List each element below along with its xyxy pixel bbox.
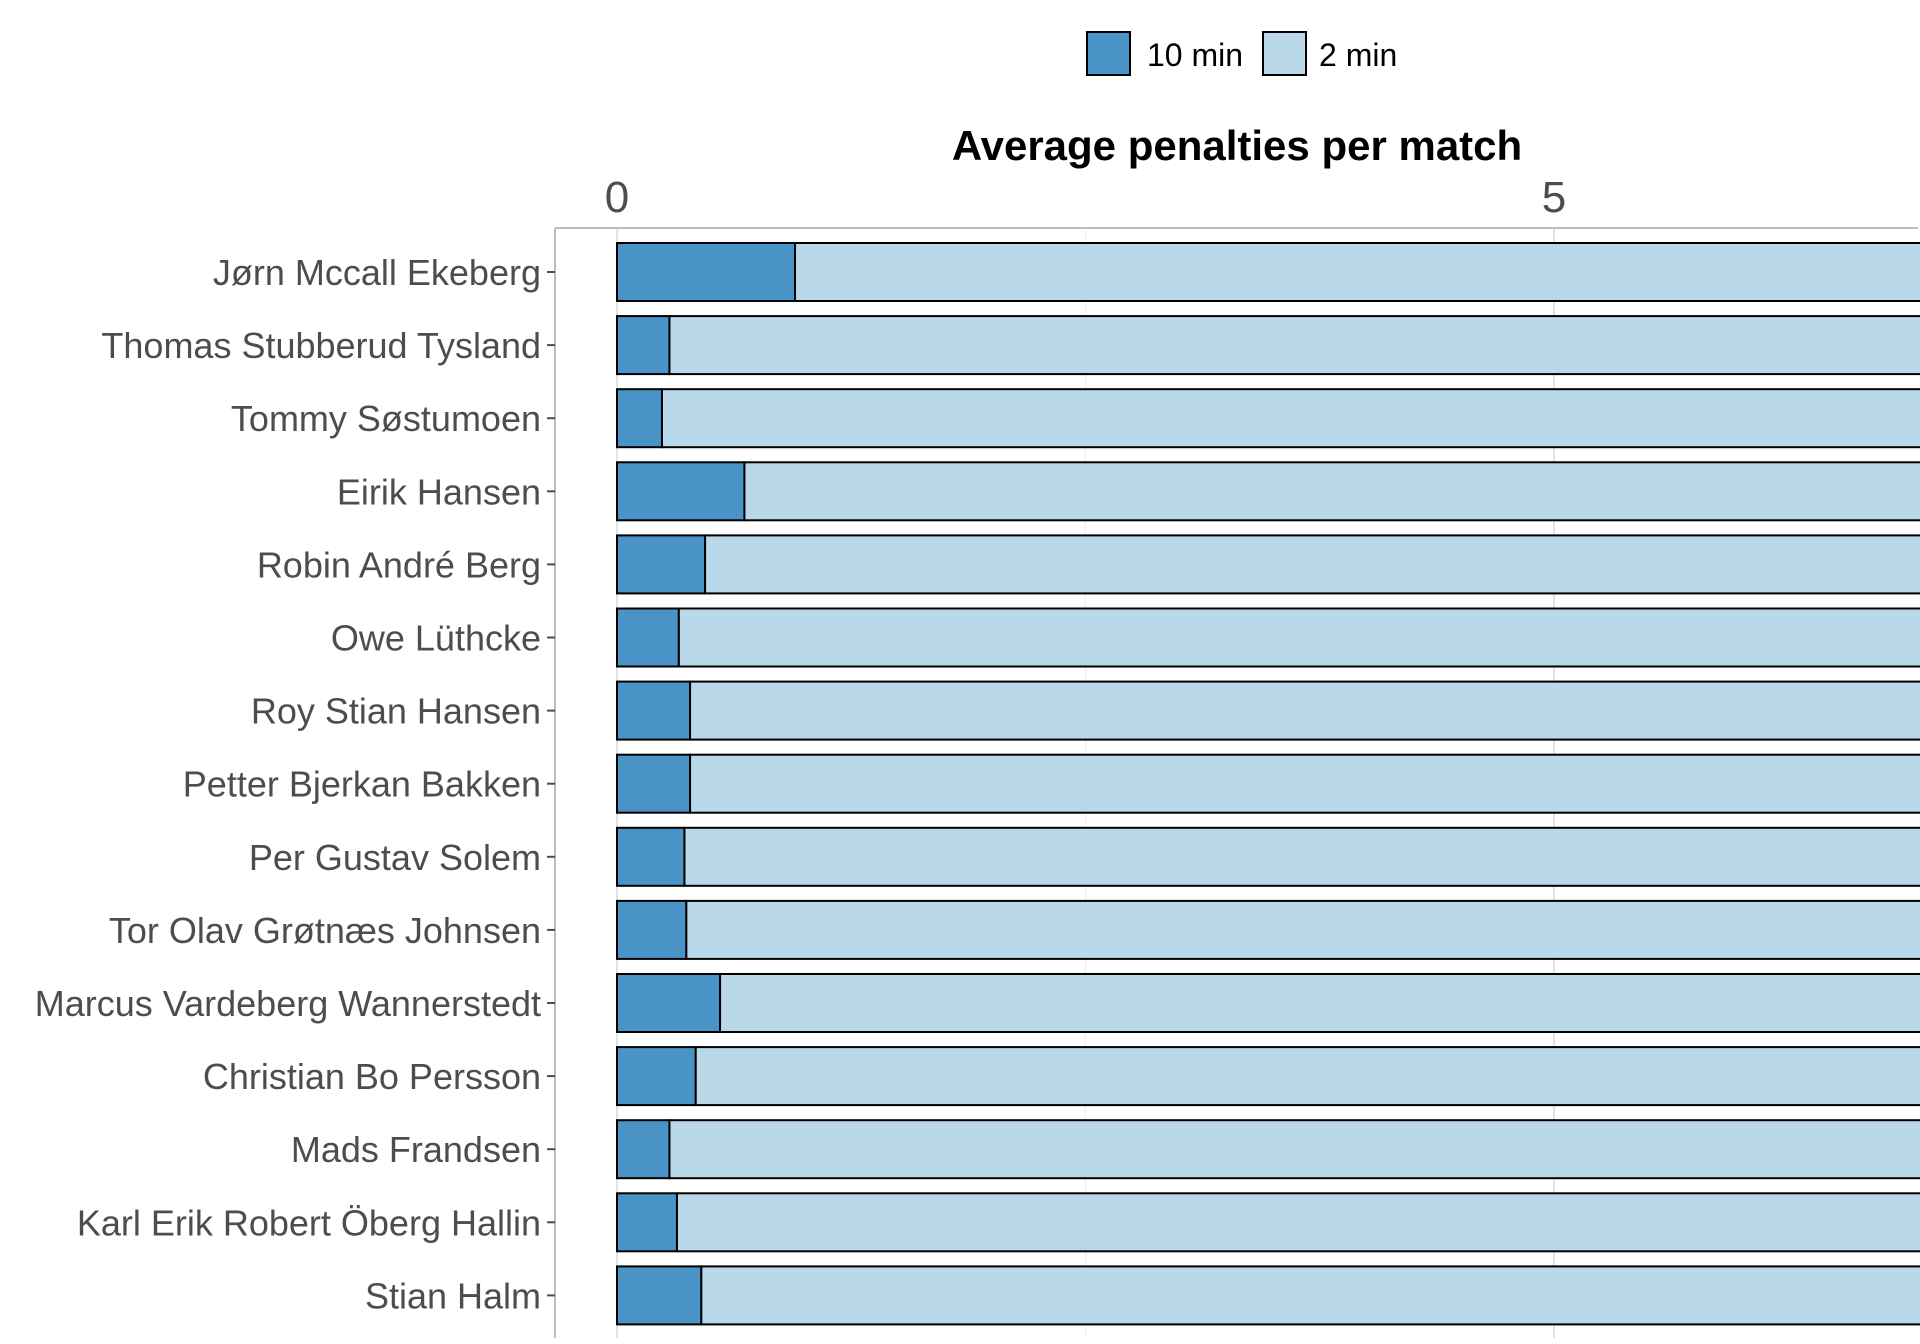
y-tick-label: Christian Bo Persson xyxy=(203,1056,541,1097)
bar-2-min xyxy=(685,899,1920,960)
y-tick-label: Jørn Mccall Ekeberg xyxy=(213,252,541,293)
bar-10-min xyxy=(616,315,671,376)
bar-10-min xyxy=(616,973,722,1033)
bar-2-min xyxy=(794,242,1920,302)
bar-2-min xyxy=(694,1046,1920,1107)
y-tick-label: Thomas Stubberud Tysland xyxy=(101,325,541,366)
y-tick-label: Karl Erik Robert Öberg Hallin xyxy=(77,1202,541,1243)
bar-10-min xyxy=(616,1119,671,1180)
x-tick-label: 0 xyxy=(605,173,629,222)
bar-10-min xyxy=(616,826,686,887)
bar-10-min xyxy=(616,461,746,522)
bar-10-min xyxy=(616,899,688,960)
bar-2-min xyxy=(668,315,1920,376)
bar-10-min xyxy=(616,534,707,595)
bar-10-min xyxy=(616,1265,703,1326)
y-tick-label: Per Gustav Solem xyxy=(249,837,541,878)
y-tick-label: Mads Frandsen xyxy=(291,1129,541,1170)
y-tick-label: Tommy Søstumoen xyxy=(231,398,541,439)
bar-2-min xyxy=(743,461,1920,522)
y-tick-label: Stian Halm xyxy=(365,1275,541,1316)
bar-2-min xyxy=(675,1192,1920,1253)
bar-2-min xyxy=(677,607,1920,668)
bar-10-min xyxy=(616,1192,678,1253)
bar-2-min xyxy=(704,534,1920,595)
y-tick-label: Tor Olav Grøtnæs Johnsen xyxy=(109,910,541,951)
bar-2-min xyxy=(719,973,1920,1033)
legend-key xyxy=(1086,31,1131,76)
legend-label: 10 min xyxy=(1147,37,1243,73)
y-tick-label: Eirik Hansen xyxy=(337,471,541,512)
bar-2-min xyxy=(689,753,1920,814)
bar-10-min xyxy=(616,607,680,668)
bar-10-min xyxy=(616,753,692,814)
bar-10-min xyxy=(616,388,663,449)
legend-label: 2 min xyxy=(1319,37,1397,73)
bar-10-min xyxy=(616,1046,697,1107)
x-tick-label: 5 xyxy=(1542,173,1566,222)
y-tick-label: Roy Stian Hansen xyxy=(251,691,541,732)
bar-2-min xyxy=(668,1119,1920,1180)
y-tick-label: Petter Bjerkan Bakken xyxy=(183,764,541,805)
bar-10-min xyxy=(616,242,797,302)
bar-2-min xyxy=(660,388,1920,449)
bar-10-min xyxy=(616,680,692,741)
y-tick-label: Marcus Vardeberg Wannerstedt xyxy=(35,983,541,1024)
bar-2-min xyxy=(689,680,1920,741)
x-axis-title: Average penalties per match xyxy=(952,122,1522,169)
bar-2-min xyxy=(683,826,1920,887)
y-tick-label: Owe Lüthcke xyxy=(331,618,541,659)
y-tick-label: Robin André Berg xyxy=(257,544,541,585)
bar-2-min xyxy=(700,1265,1920,1326)
legend-key xyxy=(1262,31,1307,76)
